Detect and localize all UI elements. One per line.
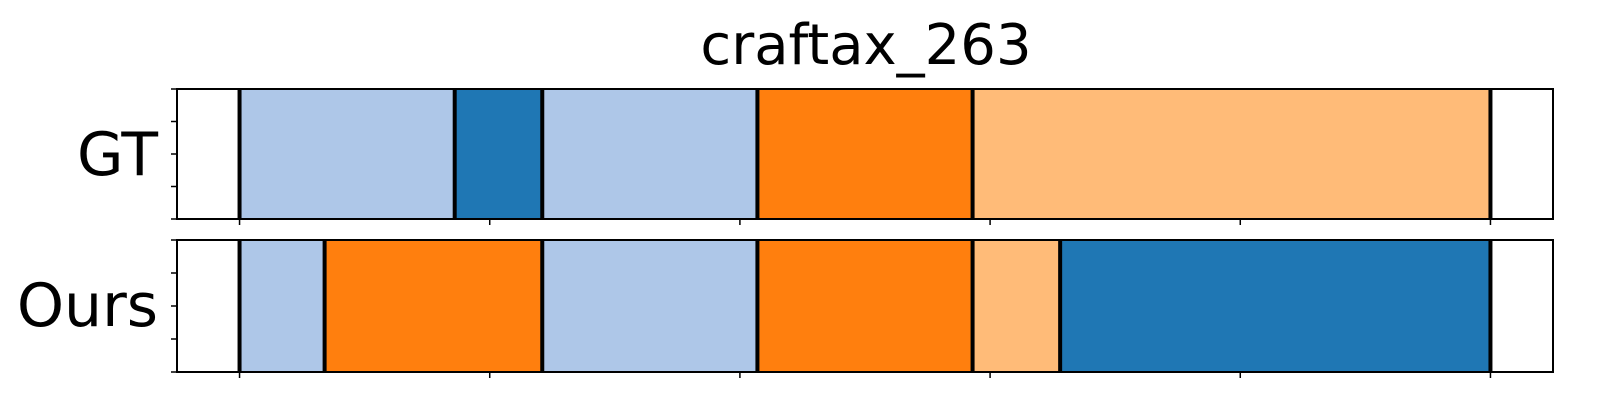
segment-ours-1 — [324, 240, 543, 372]
row-ours: Ours — [17, 239, 1554, 378]
row-label-ours: Ours — [17, 271, 158, 341]
segment-ours-4 — [972, 240, 1061, 372]
segment-gt-3 — [757, 89, 973, 219]
segment-gt-1 — [454, 89, 543, 219]
segment-ours-2 — [542, 240, 758, 372]
segment-ours-5 — [1060, 240, 1491, 372]
row-gt-segments — [171, 88, 1554, 225]
segment-gt-4 — [972, 89, 1491, 219]
segment-ours-3 — [757, 240, 973, 372]
segment-gt-2 — [542, 89, 758, 219]
row-gt: GT — [77, 88, 1554, 225]
chart-title: craftax_263 — [700, 13, 1031, 78]
row-ours-segments — [171, 239, 1554, 378]
segment-gt-0 — [239, 89, 455, 219]
segment-ours-0 — [239, 240, 325, 372]
row-label-gt: GT — [77, 120, 158, 190]
